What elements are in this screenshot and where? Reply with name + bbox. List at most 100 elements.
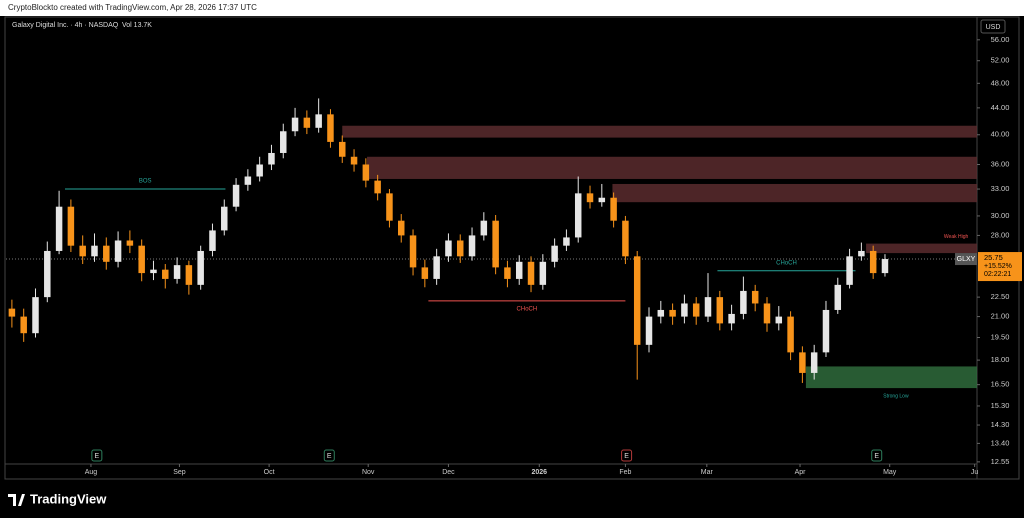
candle-body [256,164,263,177]
event-marker[interactable] [621,449,633,462]
candle-body [173,265,181,279]
candle-body [339,141,346,157]
y-tick-label: 44.00 [991,103,1010,112]
candle-body [563,237,570,246]
candle-body [362,164,370,181]
candle-body [869,250,877,274]
candle-body [327,114,334,142]
zone-label: Strong Low [883,393,909,399]
x-tick-label: Aug [85,469,98,476]
candle-body [716,297,724,324]
candle-body [846,256,853,285]
candle-body [456,240,464,257]
candle-body [574,193,582,238]
candle-body [397,220,405,236]
price-label: 25.75 [984,253,1003,262]
chart-title: Galaxy Digital Inc. · 4h · NASDAQ [12,22,119,29]
candle-body [504,267,511,279]
candle-body [303,117,311,128]
x-tick-label: May [883,469,897,476]
event-marker[interactable] [871,449,883,462]
x-tick-label: Apr [795,469,807,476]
y-tick-label: 16.50 [991,380,1010,389]
event-marker[interactable] [91,449,103,462]
candle-body [763,303,771,324]
candle-body [280,131,287,153]
candle-body [32,297,39,334]
candle-body [91,245,98,257]
candle-body [468,235,476,257]
candle-body [740,290,747,314]
candle-body [858,250,865,257]
currency: USD [986,24,1001,31]
candle-body [232,184,240,207]
candle-body [221,206,228,231]
currency-box [980,19,1006,34]
candle-body [291,117,299,132]
candle-body [386,193,393,221]
candle-body [775,316,783,324]
zone [342,125,977,138]
candle-body [551,245,558,262]
y-tick-label: 28.00 [991,230,1010,239]
x-tick-label: Nov [362,469,375,476]
y-tick-label: 52.00 [991,56,1010,65]
structure-label: BOS [139,179,152,185]
candle-body [669,309,676,317]
candle-body [162,269,169,279]
candle-body [244,176,252,185]
frame [4,16,1020,480]
event-label: E [624,453,629,460]
candle-body [268,152,275,165]
x-tick-label: Oct [264,469,275,476]
y-tick-label: 15.30 [991,401,1010,410]
x-tick-label: Feb [619,469,631,476]
candle-body [527,261,535,285]
candle-body [515,261,523,279]
candle-body [55,206,63,251]
price-box [978,252,1022,282]
candle-body [539,261,547,285]
candle-body [433,256,440,279]
candle-body [44,250,51,298]
candle-body [492,220,499,268]
price-change: +15.52% [984,263,1012,270]
candle-body [114,240,122,262]
candle-body [79,245,86,257]
candle-body [8,308,16,317]
y-tick-label: 13.40 [991,438,1010,447]
event-label: E [327,453,332,460]
candle-body [799,352,806,373]
structure-label: CHoCH [517,306,538,312]
candle-body [209,230,216,251]
candle-body [138,245,145,274]
candle-body [103,245,110,262]
symbol-box [955,253,977,266]
brand: TradingView [30,491,107,506]
x-tick-label: Ju [971,469,979,476]
candle-body [350,156,358,165]
candle-body [315,114,322,128]
candle-body [586,193,594,203]
zone [367,156,977,179]
candle-body [822,309,830,353]
zone [612,183,977,203]
candle-body [480,220,488,236]
candle-body [622,220,629,257]
y-tick-label: 18.00 [991,355,1010,364]
event-label: E [874,453,879,460]
event-marker[interactable] [323,449,335,462]
candle-body [787,316,794,353]
candle-body [834,284,842,310]
candle-body [598,197,606,203]
logo-mark [8,494,25,506]
credit: CryptoBlockto created with TradingView.c… [8,3,257,12]
zone [805,366,977,389]
y-tick-label: 36.00 [991,159,1010,168]
x-tick-label: Dec [442,469,455,476]
structure-label: CHoCH [776,260,797,266]
candle-body [645,316,653,345]
candle-body [197,250,204,285]
candle-body [374,180,381,194]
candle-body [728,313,735,324]
